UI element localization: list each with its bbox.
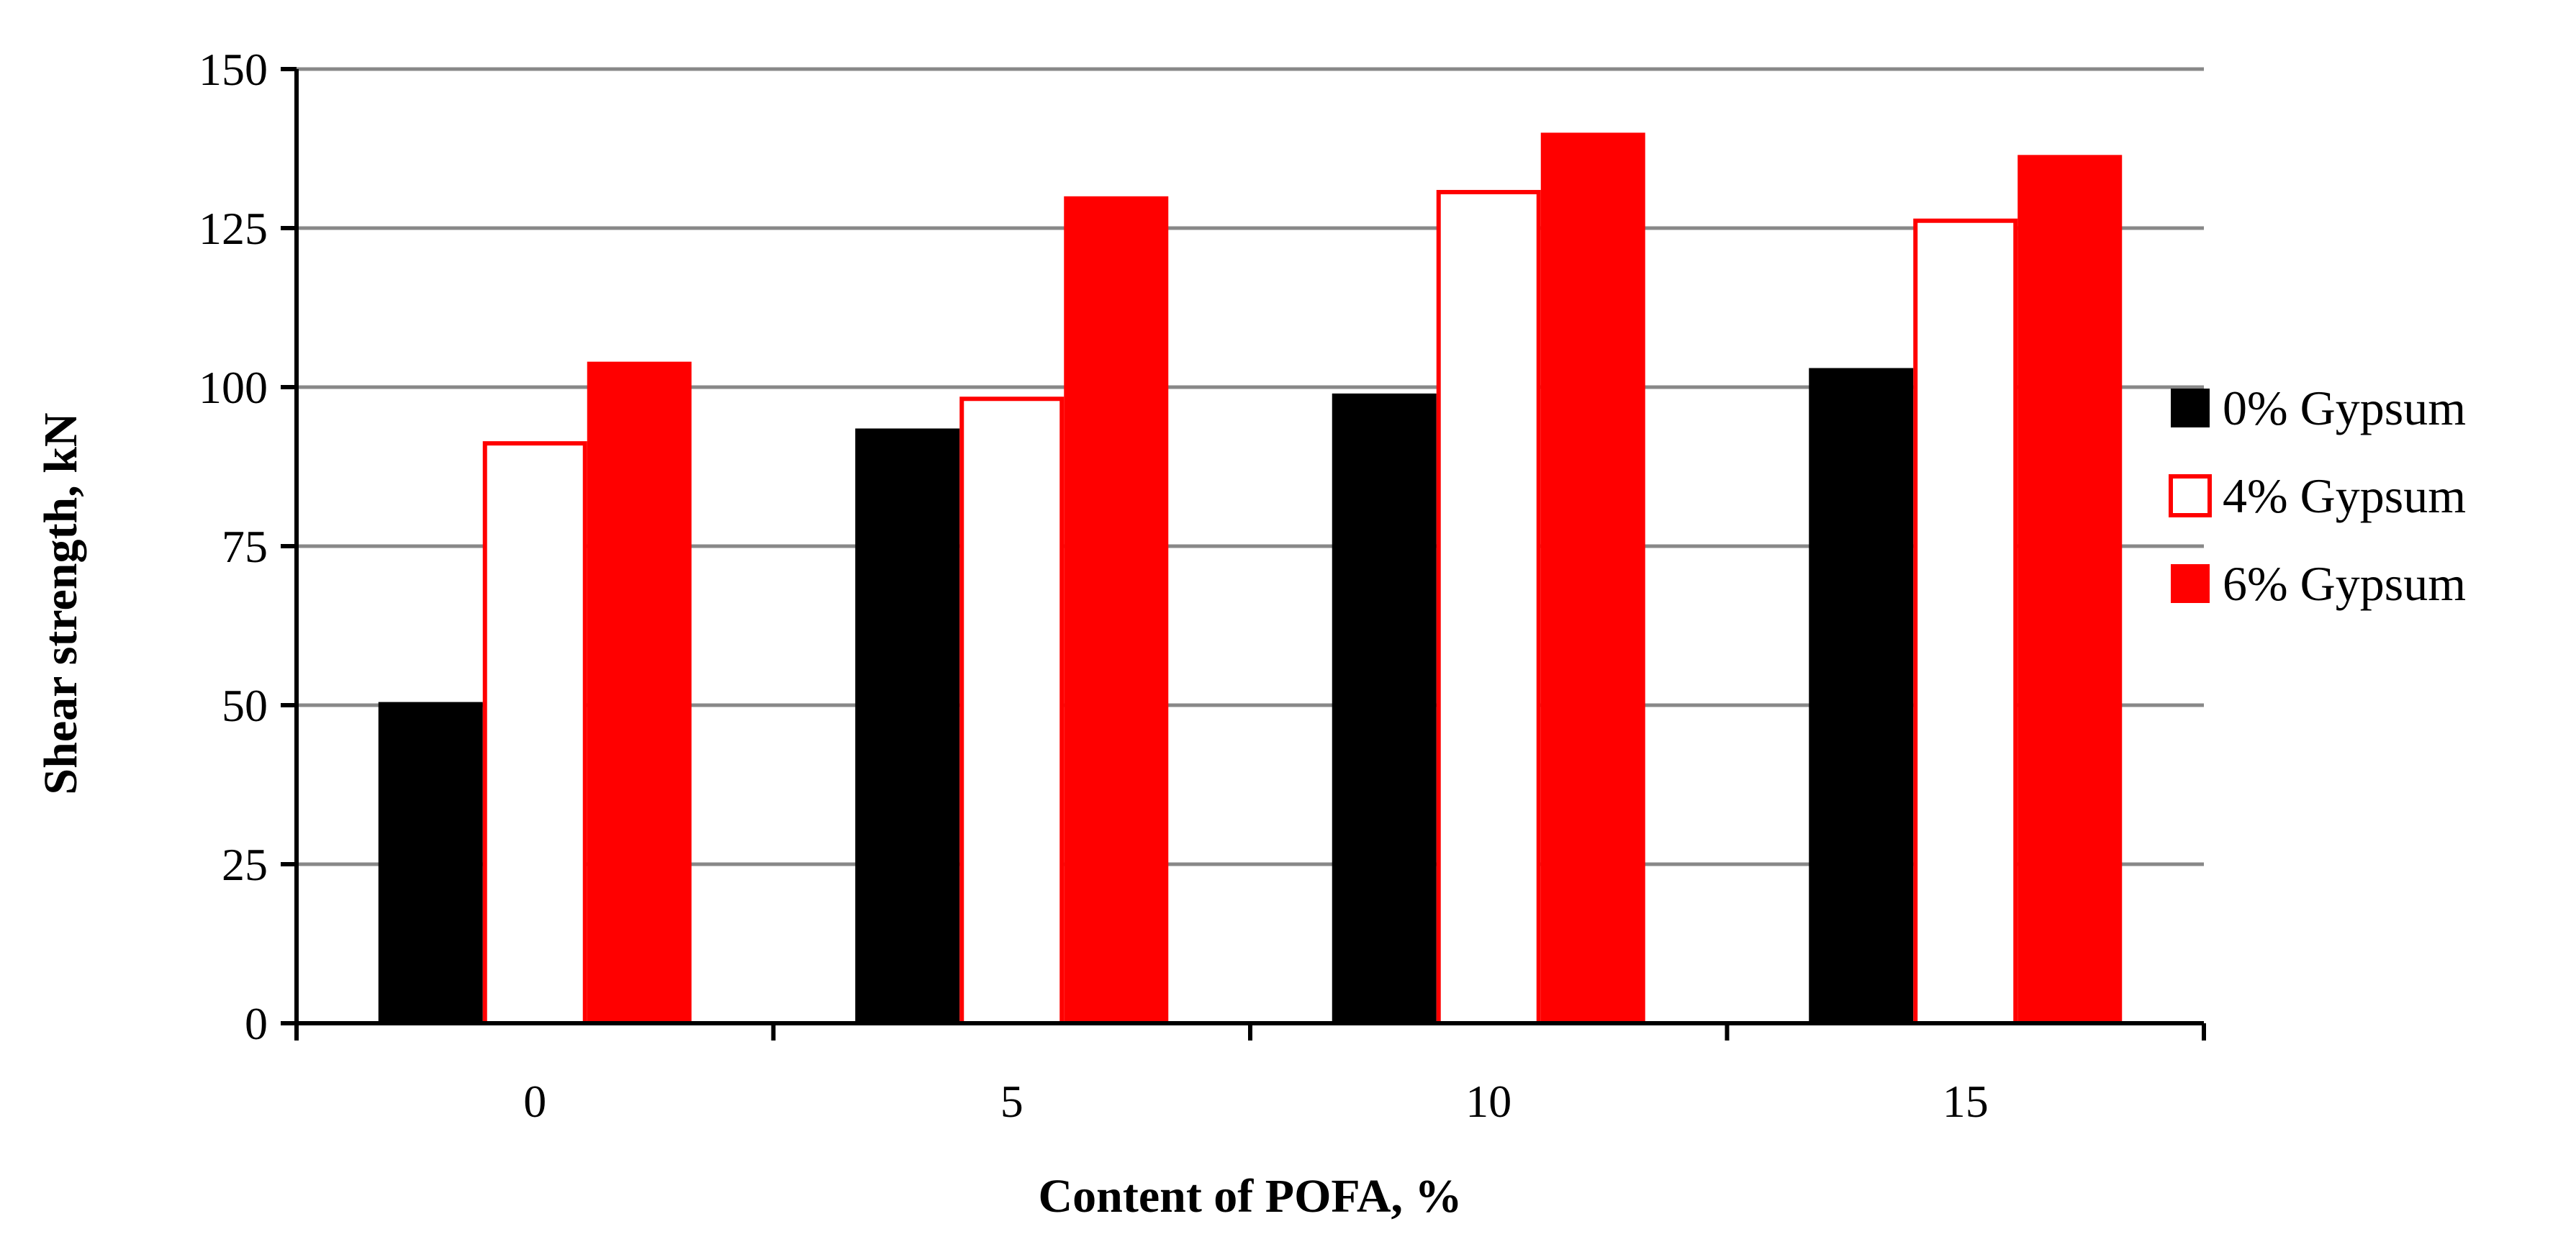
x-tick-labels: 0 5 10 15	[523, 1076, 1989, 1127]
bar-0-gypsum-10	[1332, 393, 1437, 1023]
bar-0-gypsum-0	[378, 702, 483, 1023]
bar-6-gypsum-0	[587, 361, 692, 1023]
bar-4-gypsum-10	[1436, 189, 1541, 1026]
x-tick-label: 0	[523, 1076, 546, 1127]
legend-label: 6% Gypsum	[2223, 556, 2466, 611]
bars	[378, 132, 2123, 1026]
x-axis-title: Content of POFA, %	[1038, 1170, 1462, 1223]
bar-6-gypsum-15	[2017, 155, 2123, 1024]
bar-0-gypsum-15	[1809, 368, 1914, 1024]
bar-0-gypsum-5	[855, 428, 960, 1023]
bar-6-gypsum-10	[1540, 132, 1645, 1023]
bar-4-gypsum-0	[482, 441, 587, 1025]
y-tick-label: 25	[222, 839, 268, 890]
y-axis-title: Shear strength, kN	[35, 412, 87, 794]
legend-label: 4% Gypsum	[2223, 468, 2466, 523]
legend-swatch	[2169, 474, 2212, 517]
legend-swatch	[2171, 564, 2210, 603]
legend: 0% Gypsum 4% Gypsum 6% Gypsum	[2169, 381, 2466, 611]
axes	[281, 67, 2206, 1041]
y-tick-label: 100	[199, 362, 268, 413]
x-tick-label: 15	[1943, 1076, 1989, 1127]
legend-swatch	[2171, 389, 2210, 427]
y-tick-label: 150	[199, 44, 268, 95]
y-tick-label: 125	[199, 203, 268, 254]
legend-label: 0% Gypsum	[2223, 381, 2466, 435]
bar-4-gypsum-15	[1913, 218, 2018, 1025]
bar-4-gypsum-5	[959, 396, 1065, 1025]
y-tick-labels: 0 25 50 75 100 125 150	[199, 44, 268, 1049]
bar-6-gypsum-5	[1064, 196, 1169, 1023]
x-tick-label: 5	[1000, 1076, 1023, 1127]
y-tick-label: 75	[222, 521, 268, 572]
y-tick-label: 50	[222, 680, 268, 731]
y-tick-label: 0	[245, 998, 268, 1049]
x-tick-label: 10	[1465, 1076, 1511, 1127]
